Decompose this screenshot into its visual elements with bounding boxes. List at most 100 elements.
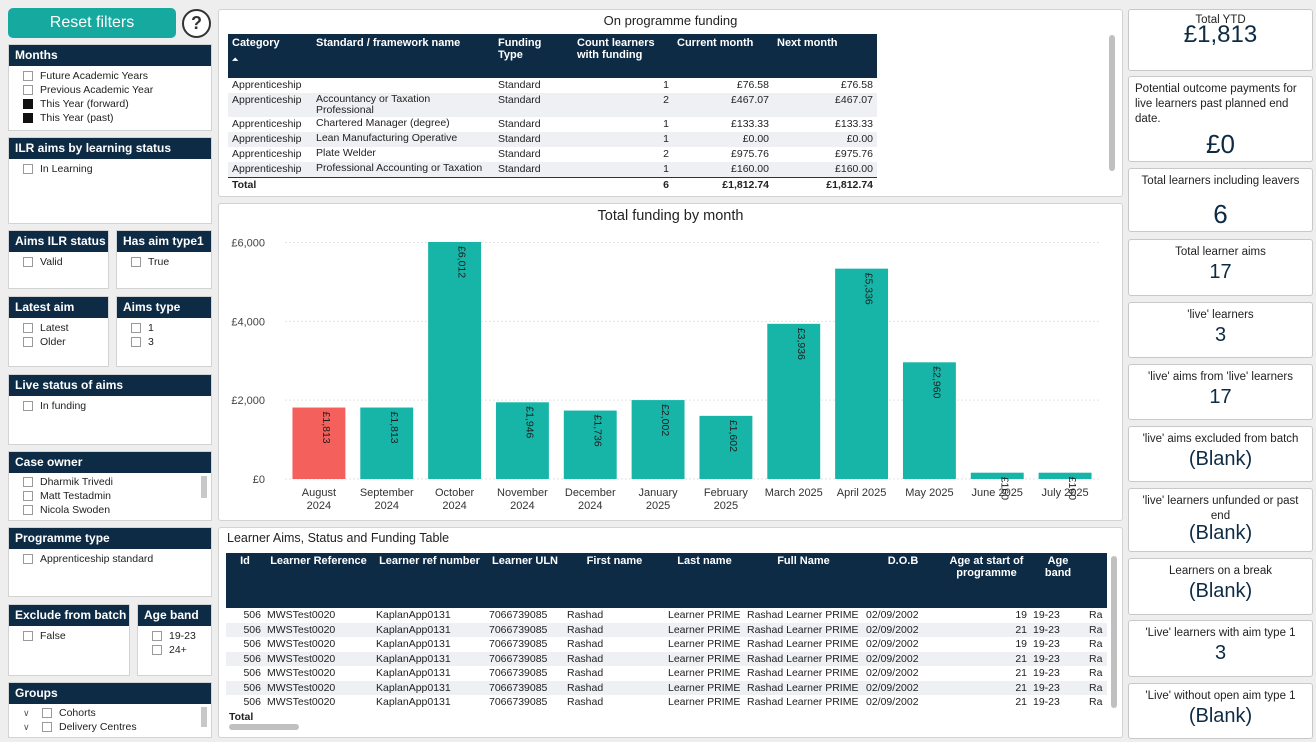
checkbox[interactable] <box>23 401 33 411</box>
sort-ascending-icon[interactable]: ⏶ <box>232 55 239 64</box>
table-cell <box>744 710 863 725</box>
funding-table-scrollbar[interactable] <box>1109 35 1115 171</box>
checkbox[interactable] <box>23 505 33 515</box>
kpi-label: Learners on a break <box>1169 565 1272 577</box>
checkbox[interactable] <box>23 323 33 333</box>
checkbox[interactable] <box>23 71 33 81</box>
table-cell: 7066739085 <box>486 651 564 666</box>
checkbox[interactable] <box>42 722 52 732</box>
table-cell <box>373 710 486 725</box>
checkbox[interactable] <box>23 85 33 95</box>
slicer-option[interactable]: True <box>131 255 211 269</box>
slicer-option[interactable]: Dharmik Trivedi <box>23 475 211 489</box>
slicer-option[interactable]: ∨ Delivery Centres <box>23 720 211 734</box>
column-header[interactable]: Learner ref number <box>373 553 486 608</box>
slicer-option[interactable]: Older <box>23 335 108 349</box>
column-header[interactable]: Learner Reference <box>264 553 373 608</box>
slicer-option[interactable]: In funding <box>23 399 211 413</box>
column-header[interactable]: Id <box>226 553 264 608</box>
bar[interactable] <box>835 268 889 479</box>
checkbox[interactable] <box>131 323 141 333</box>
slicer-option[interactable]: Apprenticeship standard <box>23 552 211 566</box>
bar[interactable] <box>631 400 685 479</box>
table-cell: £76.58 <box>736 79 769 91</box>
slicer-option[interactable]: Nicola Swoden <box>23 503 211 517</box>
slicer-title: Aims ILR status <box>9 231 108 252</box>
table-cell: Standard <box>498 148 541 160</box>
column-header[interactable]: Next month <box>773 34 877 78</box>
column-header[interactable]: Age at start of programme <box>943 553 1030 608</box>
chevron-down-icon[interactable]: ∨ <box>23 707 30 718</box>
slicer-option[interactable]: Future Academic Years <box>23 69 211 83</box>
bar[interactable] <box>495 402 549 479</box>
column-header-label: Next month <box>777 37 838 49</box>
checkbox[interactable] <box>152 645 162 655</box>
reset-filters-button[interactable]: Reset filters <box>8 8 176 38</box>
column-header[interactable]: Learner ULN <box>486 553 564 608</box>
slicer-option[interactable]: This Year (past) <box>23 111 211 125</box>
slicer-option[interactable]: Latest <box>23 321 108 335</box>
checkbox[interactable] <box>23 554 33 564</box>
bar[interactable] <box>563 410 617 479</box>
kpi-label: 'live' aims excluded from batch <box>1142 433 1299 445</box>
kpi-card: Learners on a break (Blank) <box>1128 558 1313 615</box>
column-header[interactable]: Current month <box>673 34 773 78</box>
checkbox[interactable] <box>131 337 141 347</box>
column-header[interactable]: D.O.B <box>863 553 943 608</box>
slicer-option[interactable]: Matt Testadmin <box>23 489 211 503</box>
aims-table-vscrollbar[interactable] <box>1111 556 1117 708</box>
checkbox[interactable] <box>42 708 52 718</box>
column-header[interactable]: Count learners with funding <box>573 34 673 78</box>
chevron-down-icon[interactable]: ∨ <box>23 721 30 732</box>
bar[interactable] <box>767 323 821 479</box>
slicer-option[interactable]: False <box>23 629 129 643</box>
checkbox[interactable] <box>23 477 33 487</box>
column-header[interactable]: Last name <box>665 553 744 608</box>
case-owner-scrollbar[interactable] <box>201 476 207 498</box>
bar[interactable] <box>699 415 753 479</box>
table-cell: Rashad Learner PRIME <box>747 609 859 622</box>
checkbox[interactable] <box>23 164 33 174</box>
slicer-option[interactable]: This Year (forward) <box>23 97 211 111</box>
slicer-option[interactable]: 24+ <box>152 643 211 657</box>
checkbox[interactable] <box>23 337 33 347</box>
bar[interactable] <box>902 362 956 479</box>
slicer-option[interactable]: 1 <box>131 321 211 335</box>
aims-table-hscrollbar[interactable] <box>229 724 299 730</box>
bar[interactable] <box>292 407 346 479</box>
column-header[interactable]: Funding Type <box>494 34 573 78</box>
slicer-option-label: Older <box>40 336 66 348</box>
checkbox[interactable] <box>23 99 33 109</box>
table-cell: 7066739085 <box>489 609 548 622</box>
column-header[interactable]: Full Name <box>744 553 863 608</box>
column-header[interactable]: Category ⏶ <box>228 34 312 78</box>
bar[interactable] <box>970 472 1024 479</box>
checkbox[interactable] <box>23 257 33 267</box>
data-label: £1,602 <box>727 420 739 452</box>
column-header[interactable]: First name <box>564 553 665 608</box>
bar[interactable] <box>428 242 482 479</box>
column-header[interactable]: Standard / framework name <box>312 34 494 78</box>
data-label: £160 <box>998 477 1010 501</box>
checkbox[interactable] <box>23 491 33 501</box>
checkbox[interactable] <box>131 257 141 267</box>
column-header[interactable]: Age band <box>1030 553 1086 608</box>
slicer-option[interactable]: In Learning <box>23 162 211 176</box>
groups-scrollbar[interactable] <box>201 707 207 727</box>
slicer-option[interactable]: ∨ Cohorts <box>23 706 211 720</box>
slicer-option[interactable]: Valid <box>23 255 108 269</box>
slicer-option[interactable]: 19-23 <box>152 629 211 643</box>
table-cell: 02/09/2002 <box>863 680 943 695</box>
slicer-option[interactable]: Previous Academic Year <box>23 83 211 97</box>
checkbox[interactable] <box>23 113 33 123</box>
help-icon[interactable]: ? <box>182 9 211 38</box>
slicer-title: Age band <box>138 605 211 626</box>
column-header[interactable] <box>1086 553 1107 608</box>
bar[interactable] <box>1038 472 1092 479</box>
table-row: 506 MWSTest0020 KaplanApp0131 7066739085 Ras… <box>226 666 1107 681</box>
slicer-option[interactable]: 3 <box>131 335 211 349</box>
checkbox[interactable] <box>152 631 162 641</box>
bar[interactable] <box>360 407 414 479</box>
checkbox[interactable] <box>23 631 33 641</box>
table-cell: Rashad Learner PRIME <box>744 651 863 666</box>
